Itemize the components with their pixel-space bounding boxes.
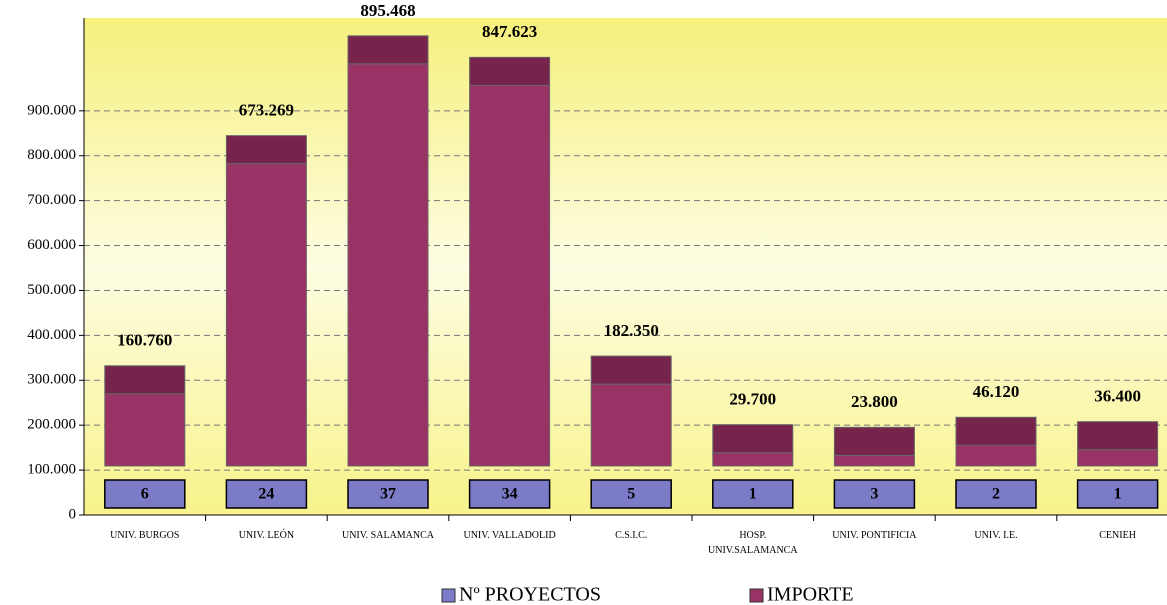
count-box [590, 479, 672, 509]
bar-top [347, 35, 429, 65]
x-tick-label: UNIV. BURGOS [110, 530, 180, 541]
bar [590, 383, 672, 467]
count-label: 3 [870, 486, 878, 503]
x-tick-label: UNIV. VALLADOLID [463, 530, 556, 541]
count-box [468, 479, 551, 509]
legend-label: IMPORTE [767, 584, 854, 605]
data-label: 847.623 [482, 22, 537, 41]
bar-top [590, 355, 672, 385]
bar-top [104, 365, 186, 395]
data-label: 23.800 [851, 392, 898, 411]
x-tick-label: UNIV. LEÓN [238, 530, 295, 541]
data-label: 182.350 [604, 321, 659, 340]
count-box [347, 479, 429, 509]
bar [1077, 449, 1159, 467]
y-tick-label: 800.000 [27, 147, 76, 163]
count-box [225, 479, 308, 509]
data-label: 36.400 [1094, 387, 1141, 406]
count-label: 34 [502, 486, 518, 503]
y-tick-label: 400.000 [27, 327, 76, 343]
y-tick-label: 100.000 [27, 462, 76, 478]
bar [955, 444, 1037, 467]
x-tick-label: HOSP. UNIV.SALAMANCA [708, 530, 798, 556]
count-label: 37 [380, 486, 396, 503]
count-box [104, 479, 186, 509]
legend-swatch [749, 588, 764, 603]
bar-top [1077, 421, 1159, 451]
data-label: 46.120 [973, 382, 1020, 401]
count-box [955, 479, 1037, 509]
y-tick-label: 600.000 [27, 237, 76, 253]
count-box [1076, 479, 1159, 509]
bar [833, 454, 915, 467]
count-label: 1 [1114, 486, 1122, 503]
bar-top [469, 56, 551, 86]
bar-top [955, 416, 1037, 446]
count-label: 2 [992, 486, 1000, 503]
bar-top [833, 426, 915, 456]
count-box [712, 479, 794, 509]
y-tick-label: 300.000 [27, 372, 76, 388]
bar [469, 84, 551, 467]
y-tick-label: 700.000 [27, 192, 76, 208]
data-label: 673.269 [239, 101, 294, 120]
y-tick-label: 900.000 [27, 102, 76, 118]
x-tick-label: UNIV. SALAMANCA [341, 530, 435, 541]
count-label: 24 [258, 486, 274, 503]
x-tick-label: C.S.I.C. [615, 530, 648, 541]
count-label: 5 [627, 486, 635, 503]
bar-top [225, 135, 307, 165]
bar [225, 163, 307, 467]
x-tick-label: UNIV. I.E. [974, 530, 1018, 541]
legend-label: Nº PROYECTOS [459, 584, 601, 605]
bar [104, 393, 186, 467]
data-label: 29.700 [729, 390, 776, 409]
count-box [833, 479, 916, 509]
x-tick-label: UNIV. PONTIFICIA [832, 530, 917, 541]
data-label: 160.760 [117, 331, 172, 350]
bar [347, 63, 429, 467]
x-tick-label: CENIEH [1099, 530, 1136, 541]
data-label: 895.468 [360, 1, 415, 20]
y-tick-label: 0 [69, 506, 77, 522]
count-label: 1 [749, 486, 757, 503]
count-label: 6 [141, 486, 149, 503]
y-tick-label: 200.000 [27, 417, 76, 433]
y-tick-label: 500.000 [27, 282, 76, 298]
bar-top [712, 424, 794, 454]
bar [712, 452, 794, 467]
legend-swatch [441, 588, 456, 603]
